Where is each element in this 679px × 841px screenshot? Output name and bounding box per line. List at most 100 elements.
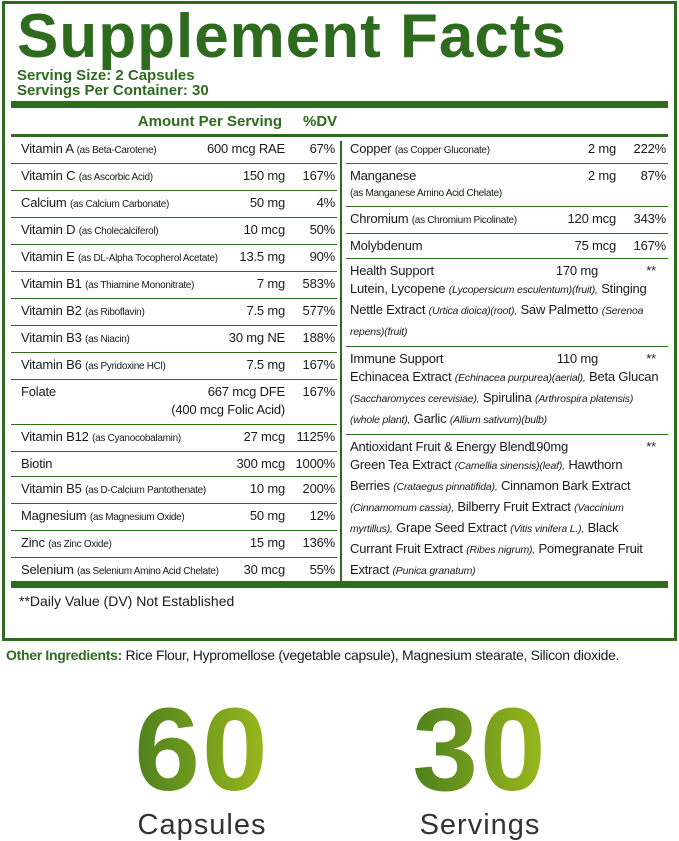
nutrient-source: (as Magnesium Oxide) bbox=[89, 512, 185, 523]
nutrient-name: Magnesium bbox=[21, 508, 87, 523]
nutrient-source: (as Riboflavin) bbox=[85, 307, 145, 318]
nutrient-row: Selenium (as Selenium Amino Acid Chelate… bbox=[11, 558, 337, 584]
footnote: **Daily Value (DV) Not Established bbox=[19, 593, 235, 609]
daily-value: 136% bbox=[302, 535, 336, 550]
supplement-facts-panel: Supplement Facts Serving Size: 2 Capsule… bbox=[2, 1, 677, 641]
ingredient-name: Beta Glucan bbox=[589, 369, 659, 384]
ingredient-name: Grape Seed Extract bbox=[396, 520, 507, 535]
nutrient-name: Vitamin B6 bbox=[21, 357, 82, 372]
daily-value: 167% bbox=[633, 238, 667, 253]
ingredient-name: Pomegranate Fruit Extract bbox=[350, 541, 643, 577]
nutrient-name: Vitamin A bbox=[21, 141, 74, 156]
right-column: Copper (as Copper Gluconate) 2 mg 222% Mang… bbox=[346, 137, 668, 585]
nutrient-row: Biotin 300 mcg 1000% bbox=[11, 452, 337, 477]
blend-ingredients: Lutein, Lycopene (Lycopersicum esculentu… bbox=[350, 279, 668, 342]
ingredient-name: Green Tea Extract bbox=[350, 457, 452, 472]
daily-value: 222% bbox=[633, 141, 667, 156]
ingredient-source: (Vitis vinifera L.), bbox=[510, 523, 585, 535]
nutrient-name: Vitamin B5 bbox=[21, 481, 82, 496]
nutrient-row: Vitamin E (as DL-Alpha Tocopherol Acetat… bbox=[11, 245, 337, 272]
dv-header: %DV bbox=[303, 113, 338, 130]
divider bbox=[11, 581, 668, 588]
ingredient-name: Garlic bbox=[413, 411, 447, 426]
ingredient-source: (Lycopersicum esculentum)(fruit), bbox=[448, 284, 598, 296]
column-divider bbox=[340, 141, 342, 581]
amount: 7.5 mg bbox=[246, 357, 285, 372]
ingredient-source: (Urtica dioica)(root), bbox=[428, 305, 518, 317]
ingredient-name: Bilberry Fruit Extract bbox=[457, 499, 571, 514]
count-label: Capsules bbox=[137, 809, 267, 841]
ingredient-name: Cinnamon Bark Extract bbox=[500, 478, 631, 493]
amount: 50 mg bbox=[249, 195, 285, 210]
nutrient-name: Selenium bbox=[21, 562, 74, 577]
nutrient-source: (as Cyanocobalamin) bbox=[92, 433, 181, 444]
daily-value: 188% bbox=[302, 330, 336, 345]
ingredient-name: Echinacea Extract bbox=[350, 369, 452, 384]
amount: 300 mcg bbox=[236, 456, 286, 471]
blend: Immune Support 110 mg ** Echinacea Extract … bbox=[346, 347, 668, 435]
daily-value: 12% bbox=[309, 508, 336, 523]
amount: 600 mcg RAE bbox=[206, 141, 285, 156]
nutrient-row: Vitamin C (as Ascorbic Acid) 150 mg 167% bbox=[11, 164, 337, 191]
nutrient-name: Molybdenum bbox=[350, 238, 423, 253]
nutrient-name: Vitamin C bbox=[21, 168, 76, 183]
ingredient-name: Saw Palmetto bbox=[520, 302, 599, 317]
nutrient-name: Vitamin B2 bbox=[21, 303, 82, 318]
nutrient-name: Vitamin B1 bbox=[21, 276, 82, 291]
ingredient-name: Black Currant Fruit Extract bbox=[350, 520, 619, 556]
daily-value: ** bbox=[646, 351, 656, 366]
ingredient-source: (Ribes nigrum), bbox=[466, 544, 536, 556]
nutrient-source: (as Niacin) bbox=[85, 334, 130, 345]
ingredient-source: (Saccharomyces cerevisiae), bbox=[350, 393, 480, 405]
daily-value: 1000% bbox=[295, 456, 336, 471]
serving-size: Serving Size: 2 Capsules bbox=[17, 67, 195, 84]
blend: Health Support 170 mg ** Lutein, Lycopene (… bbox=[346, 259, 668, 347]
daily-value: 1125% bbox=[296, 429, 335, 444]
nutrient-source: (as Copper Gluconate) bbox=[394, 145, 490, 156]
daily-value: 577% bbox=[302, 303, 336, 318]
nutrient-row: Vitamin B2 (as Riboflavin) 7.5 mg 577% bbox=[11, 299, 337, 326]
ingredient-source: (Vaccinium myrtillus), bbox=[350, 502, 624, 535]
amount: 667 mcg DFE bbox=[207, 384, 285, 399]
ingredient-source: (Cinnamomum cassia), bbox=[350, 502, 454, 514]
daily-value: 167% bbox=[302, 357, 336, 372]
nutrient-name: Vitamin E bbox=[21, 249, 75, 264]
amount: 30 mg NE bbox=[228, 330, 285, 345]
amount: 170 mg bbox=[555, 263, 598, 278]
ingredient-source: (Camellia sinensis)(leaf), bbox=[454, 460, 566, 472]
amount: 15 mg bbox=[249, 535, 285, 550]
column-header: Amount Per Serving %DV bbox=[5, 108, 674, 134]
other-ingredients-label: Other Ingredients: bbox=[6, 647, 122, 663]
other-ingredients-text: Rice Flour, Hypromellose (vegetable caps… bbox=[125, 647, 620, 663]
nutrient-name: Immune Support bbox=[350, 351, 444, 366]
nutrient-source: (as Cholecalciferol) bbox=[78, 226, 159, 237]
daily-value: 343% bbox=[633, 211, 667, 226]
blend-ingredients: Green Tea Extract (Camellia sinensis)(le… bbox=[350, 455, 668, 581]
daily-value: 55% bbox=[309, 562, 336, 577]
amount-note: (400 mcg Folic Acid) bbox=[171, 402, 285, 417]
nutrient-row: Copper (as Copper Gluconate) 2 mg 222% bbox=[346, 137, 668, 164]
amount: 10 mg bbox=[249, 481, 285, 496]
count-label: Servings bbox=[419, 809, 541, 841]
nutrient-name: Zinc bbox=[21, 535, 45, 550]
nutrient-row: Molybdenum 75 mcg 167% bbox=[346, 234, 668, 259]
nutrient-name: Calcium bbox=[21, 195, 67, 210]
count: 30 Servings bbox=[360, 690, 600, 840]
ingredient-name: Lutein, Lycopene bbox=[350, 281, 446, 296]
daily-value: 167% bbox=[302, 168, 336, 183]
nutrient-row: Vitamin B1 (as Thiamine Mononitrate) 7 mg… bbox=[11, 272, 337, 299]
nutrient-source: (as Beta-Carotene) bbox=[76, 145, 157, 156]
nutrient-columns: Vitamin A (as Beta-Carotene) 600 mcg RAE 6… bbox=[11, 137, 668, 581]
nutrient-row: Vitamin B3 (as Niacin) 30 mg NE 188% bbox=[11, 326, 337, 353]
nutrient-row: Vitamin B5 (as D-Calcium Pantothenate) 10… bbox=[11, 477, 337, 504]
amount: 190mg bbox=[529, 439, 568, 454]
amount: 2 mg bbox=[587, 141, 616, 156]
servings-per-container: Servings Per Container: 30 bbox=[17, 82, 209, 99]
nutrient-name: Copper bbox=[350, 141, 392, 156]
nutrient-row: Vitamin B12 (as Cyanocobalamin) 27 mcg 112… bbox=[11, 425, 337, 452]
nutrient-source: (as Chromium Picolinate) bbox=[411, 215, 517, 226]
ingredient-name: Stinging Nettle Extract bbox=[350, 281, 647, 317]
daily-value: 87% bbox=[640, 168, 667, 183]
ingredient-name: Hawthorn Berries bbox=[350, 457, 623, 493]
